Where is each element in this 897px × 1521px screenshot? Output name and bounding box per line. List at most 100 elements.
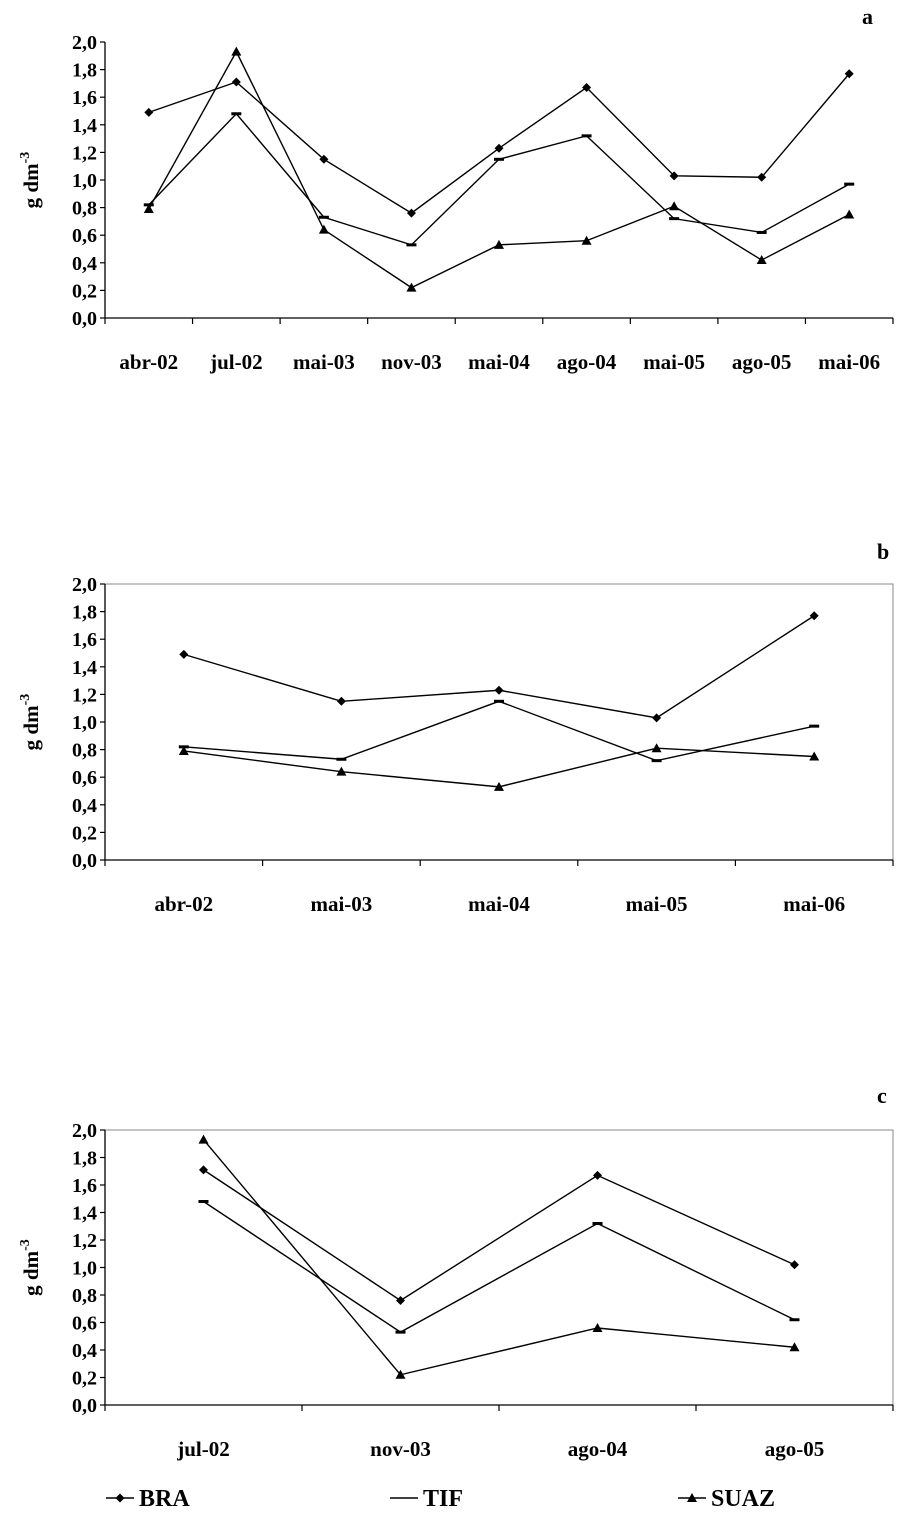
y-axis-label-text: g dm	[19, 705, 43, 750]
data-point-suaz	[592, 1323, 603, 1332]
x-tick-label: mai-03	[293, 350, 355, 374]
y-tick-label: 2,0	[72, 574, 97, 596]
data-point-suaz	[494, 239, 504, 249]
y-tick-label: 1,2	[72, 684, 97, 706]
data-point-suaz	[231, 46, 242, 56]
y-tick-label: 1,6	[72, 87, 97, 109]
plot-area-border	[104, 583, 894, 861]
data-point-tif	[231, 112, 242, 116]
data-point-bra	[396, 1296, 405, 1305]
panel-letter: b	[877, 539, 889, 564]
series-line-bra	[148, 73, 850, 214]
data-point-bra	[231, 77, 241, 87]
legend-label-suaz: SUAZ	[711, 1486, 775, 1512]
y-axis-label: g dm-3	[18, 1239, 43, 1296]
y-tick-label: 1,8	[72, 602, 97, 624]
y-axis-label-text: g dm	[19, 1250, 43, 1295]
y-tick-label: 1,4	[72, 657, 97, 679]
x-tick-label: ago-04	[557, 350, 617, 374]
data-point-tif	[592, 1222, 603, 1225]
y-tick-label: 1,6	[72, 629, 97, 651]
data-point-bra	[757, 172, 767, 182]
data-point-bra	[406, 208, 416, 218]
data-point-suaz	[395, 1369, 406, 1379]
y-tick-label: 1,0	[72, 170, 97, 192]
data-point-suaz	[844, 209, 855, 219]
x-tick-label: jul-02	[209, 350, 263, 374]
data-point-bra	[844, 69, 854, 79]
series-line-tif	[203, 1200, 795, 1333]
y-tick-label: 0,2	[72, 280, 97, 302]
panel-letter: c	[877, 1083, 887, 1108]
data-point-tif	[494, 699, 504, 703]
y-tick-label: 0,6	[72, 1313, 97, 1335]
data-point-bra	[809, 611, 819, 621]
data-point-bra	[652, 713, 662, 723]
legend-label-tif: TIF	[423, 1486, 463, 1512]
y-tick-label: 0,8	[72, 740, 97, 762]
plot-area-border	[104, 1129, 894, 1406]
y-tick-label: 0,0	[72, 1395, 97, 1417]
data-point-suaz	[143, 203, 154, 213]
data-point-tif	[406, 243, 417, 247]
x-tick-label: nov-03	[370, 1437, 431, 1461]
y-tick-label: 1,8	[72, 1148, 97, 1170]
x-tick-label: abr-02	[119, 350, 178, 374]
y-tick-label: 1,6	[72, 1175, 97, 1197]
data-point-suaz	[581, 235, 592, 245]
data-point-suaz	[809, 751, 820, 761]
legend-marker-suaz	[687, 1493, 697, 1502]
y-tick-label: 2,0	[72, 1120, 97, 1142]
x-tick-label: mai-06	[783, 892, 845, 916]
data-point-suaz	[789, 1342, 800, 1352]
data-point-tif	[669, 217, 680, 221]
y-tick-label: 0,6	[72, 767, 97, 789]
x-tick-label: ago-05	[732, 350, 792, 374]
y-tick-label: 0,0	[72, 850, 97, 872]
y-tick-label: 1,2	[72, 142, 97, 164]
data-point-suaz	[198, 1134, 209, 1144]
chart-panel-b: b 0,0 0,2 0,4 0,6 0,8 1,0 1,2 1,4 1,6 1,8 2,0 abr-02…	[18, 539, 894, 916]
data-point-suaz	[669, 201, 680, 211]
legend-marker-bra	[115, 1493, 125, 1503]
legend: BRA TIF SUAZ	[106, 1486, 775, 1512]
x-tick-label: mai-04	[468, 892, 530, 916]
series-line-suaz	[202, 1139, 795, 1376]
data-point-tif	[844, 182, 855, 186]
data-point-bra	[494, 143, 504, 153]
data-point-bra	[319, 154, 329, 164]
data-point-bra	[144, 107, 154, 117]
y-tick-label: 0,8	[72, 198, 97, 220]
data-point-tif	[651, 759, 662, 763]
y-tick-label: 0,4	[72, 1340, 97, 1362]
data-point-tif	[395, 1330, 406, 1334]
data-point-tif	[318, 215, 329, 219]
data-point-suaz	[494, 781, 504, 791]
data-point-suaz	[756, 255, 767, 265]
y-axis-label-text: g dm	[19, 163, 43, 208]
y-axis-label-superscript: -3	[18, 694, 33, 706]
data-point-bra	[199, 1165, 208, 1175]
data-point-tif	[336, 757, 347, 761]
y-tick-label: 0,0	[72, 308, 97, 330]
y-tick-label: 1,2	[72, 1230, 97, 1252]
data-point-tif	[789, 1318, 800, 1322]
y-tick-label: 1,4	[72, 1203, 97, 1225]
x-tick-label: abr-02	[154, 892, 213, 916]
y-tick-label: 2,0	[72, 32, 97, 54]
y-axis-label-superscript: -3	[18, 1239, 33, 1251]
data-point-suaz	[336, 766, 347, 776]
data-point-bra	[790, 1260, 799, 1270]
data-point-bra	[494, 685, 504, 695]
y-tick-label: 1,0	[72, 712, 97, 734]
legend-label-bra: BRA	[139, 1486, 190, 1512]
chart-panel-c: c 0,0 0,2 0,4 0,6 0,8 1,0 1,2 1,4 1,6 1,8 2,0 jul-02…	[18, 1083, 894, 1461]
x-tick-label: mai-05	[626, 892, 688, 916]
y-tick-label: 1,4	[72, 115, 97, 137]
x-tick-label: jul-02	[176, 1437, 230, 1461]
panel-letter: a	[862, 4, 873, 29]
data-point-suaz	[318, 224, 329, 234]
y-tick-label: 0,2	[72, 822, 97, 844]
y-tick-label: 0,2	[72, 1368, 97, 1390]
